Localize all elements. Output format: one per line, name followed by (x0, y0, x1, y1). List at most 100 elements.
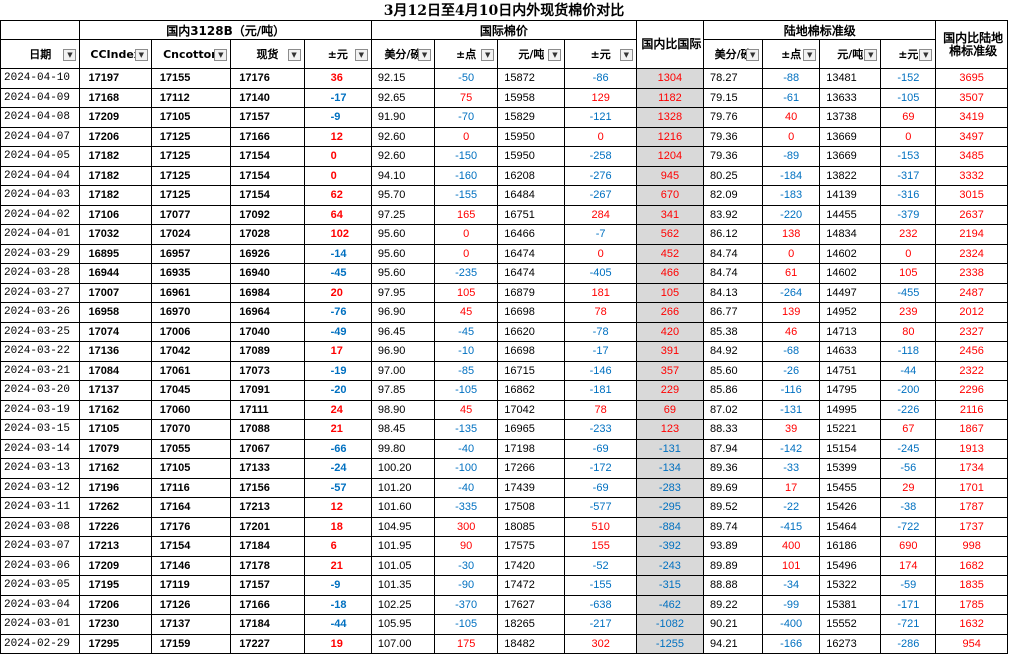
table-cell[interactable]: -7 (564, 224, 637, 245)
table-cell[interactable]: 17184 (230, 536, 305, 557)
table-cell[interactable]: 12 (303, 126, 372, 147)
table-cell[interactable]: -405 (564, 263, 637, 284)
table-cell[interactable]: -44 (880, 360, 937, 381)
table-cell[interactable]: 17168 (79, 87, 152, 108)
table-cell[interactable]: -78 (564, 321, 637, 342)
table-cell[interactable]: 17024 (150, 224, 232, 245)
table-cell[interactable]: 17061 (150, 360, 232, 381)
table-cell[interactable]: 2024-03-25 (0, 321, 81, 342)
table-cell[interactable]: 17508 (497, 497, 566, 518)
table-cell[interactable]: 2024-03-15 (0, 419, 81, 440)
table-cell[interactable]: 1835 (935, 575, 1008, 596)
table-cell[interactable]: -335 (434, 497, 499, 518)
table-cell[interactable]: 91.90 (370, 107, 436, 128)
table-cell[interactable]: 46 (762, 321, 821, 342)
table-cell[interactable]: -379 (880, 204, 937, 225)
table-cell[interactable]: 16273 (819, 633, 882, 654)
table-cell[interactable]: 17084 (79, 360, 152, 381)
table-cell[interactable]: 17125 (150, 185, 232, 206)
table-cell[interactable]: 94.21 (703, 633, 764, 654)
table-cell[interactable]: 17105 (79, 419, 152, 440)
table-cell[interactable]: 2024-03-01 (0, 614, 81, 635)
table-cell[interactable]: 17089 (230, 341, 305, 362)
table-cell[interactable]: 17164 (150, 497, 232, 518)
table-cell[interactable]: -258 (564, 146, 637, 167)
table-cell[interactable]: -9 (303, 107, 372, 128)
table-cell[interactable]: 155 (564, 536, 637, 557)
table-cell[interactable]: -226 (880, 399, 937, 420)
table-cell[interactable]: 17140 (230, 87, 305, 108)
table-cell[interactable]: -577 (564, 497, 637, 518)
table-cell[interactable]: 15322 (819, 575, 882, 596)
table-cell[interactable]: 16862 (497, 380, 566, 401)
table-cell[interactable]: 17079 (79, 438, 152, 459)
table-cell[interactable]: 87.02 (703, 399, 764, 420)
table-cell[interactable]: 18482 (497, 633, 566, 654)
table-cell[interactable]: 17262 (79, 497, 152, 518)
table-cell[interactable]: 15958 (497, 87, 566, 108)
table-cell[interactable]: 1701 (935, 477, 1008, 498)
table-cell[interactable]: 1787 (935, 497, 1008, 518)
table-cell[interactable]: 79.36 (703, 146, 764, 167)
table-cell[interactable]: 17198 (497, 438, 566, 459)
table-cell[interactable]: -45 (434, 321, 499, 342)
table-cell[interactable]: -370 (434, 594, 499, 615)
table-cell[interactable]: -721 (880, 614, 937, 635)
table-cell[interactable]: 13738 (819, 107, 882, 128)
table-cell[interactable]: 95.70 (370, 185, 436, 206)
table-cell[interactable]: 16474 (497, 263, 566, 284)
table-cell[interactable]: -86 (564, 68, 637, 89)
table-cell[interactable]: -118 (880, 341, 937, 362)
table-cell[interactable]: 94.10 (370, 165, 436, 186)
table-cell[interactable]: 78 (564, 399, 637, 420)
table-cell[interactable]: 2024-04-02 (0, 204, 81, 225)
table-cell[interactable]: 0 (303, 146, 372, 167)
table-cell[interactable]: 2322 (935, 360, 1008, 381)
table-cell[interactable]: 175 (434, 633, 499, 654)
table-cell[interactable]: 15496 (819, 555, 882, 576)
table-cell[interactable]: -155 (564, 575, 637, 596)
table-cell[interactable]: 17070 (150, 419, 232, 440)
table-cell[interactable]: 16944 (79, 263, 152, 284)
table-cell[interactable]: 17157 (230, 575, 305, 596)
table-cell[interactable]: 15426 (819, 497, 882, 518)
table-cell[interactable]: 17042 (150, 341, 232, 362)
table-cell[interactable]: 3485 (935, 146, 1008, 167)
table-cell[interactable]: 17157 (230, 107, 305, 128)
table-cell[interactable]: -45 (303, 263, 372, 284)
table-cell[interactable]: 107.00 (370, 633, 436, 654)
table-cell[interactable]: 2024-03-28 (0, 263, 81, 284)
table-cell[interactable]: 29 (880, 477, 937, 498)
table-cell[interactable]: -57 (303, 477, 372, 498)
table-cell[interactable]: 105 (434, 282, 499, 303)
filter-dropdown-icon[interactable]: ▼ (746, 49, 760, 61)
table-cell[interactable]: -68 (762, 341, 821, 362)
table-cell[interactable]: 17226 (79, 516, 152, 537)
table-cell[interactable]: 105.95 (370, 614, 436, 635)
table-cell[interactable]: 17154 (230, 146, 305, 167)
table-cell[interactable]: 17209 (79, 555, 152, 576)
table-cell[interactable]: 2024-03-06 (0, 555, 81, 576)
table-cell[interactable]: 17213 (230, 497, 305, 518)
table-cell[interactable]: 2116 (935, 399, 1008, 420)
table-cell[interactable]: 89.89 (703, 555, 764, 576)
table-cell[interactable]: 105 (635, 282, 705, 303)
table-cell[interactable]: 16984 (230, 282, 305, 303)
table-cell[interactable]: 2024-03-26 (0, 302, 81, 323)
table-cell[interactable]: 466 (635, 263, 705, 284)
table-cell[interactable]: 16957 (150, 243, 232, 264)
table-cell[interactable]: 97.25 (370, 204, 436, 225)
table-cell[interactable]: 13669 (819, 146, 882, 167)
table-cell[interactable]: 17125 (150, 126, 232, 147)
table-cell[interactable]: 14139 (819, 185, 882, 206)
table-cell[interactable]: 17155 (150, 68, 232, 89)
table-cell[interactable]: 17042 (497, 399, 566, 420)
table-cell[interactable]: 420 (635, 321, 705, 342)
table-cell[interactable]: 2024-03-20 (0, 380, 81, 401)
table-cell[interactable]: 17575 (497, 536, 566, 557)
table-cell[interactable]: 17295 (79, 633, 152, 654)
table-cell[interactable]: 45 (434, 399, 499, 420)
table-cell[interactable]: 17105 (150, 458, 232, 479)
table-cell[interactable]: 92.65 (370, 87, 436, 108)
table-cell[interactable]: 0 (434, 243, 499, 264)
